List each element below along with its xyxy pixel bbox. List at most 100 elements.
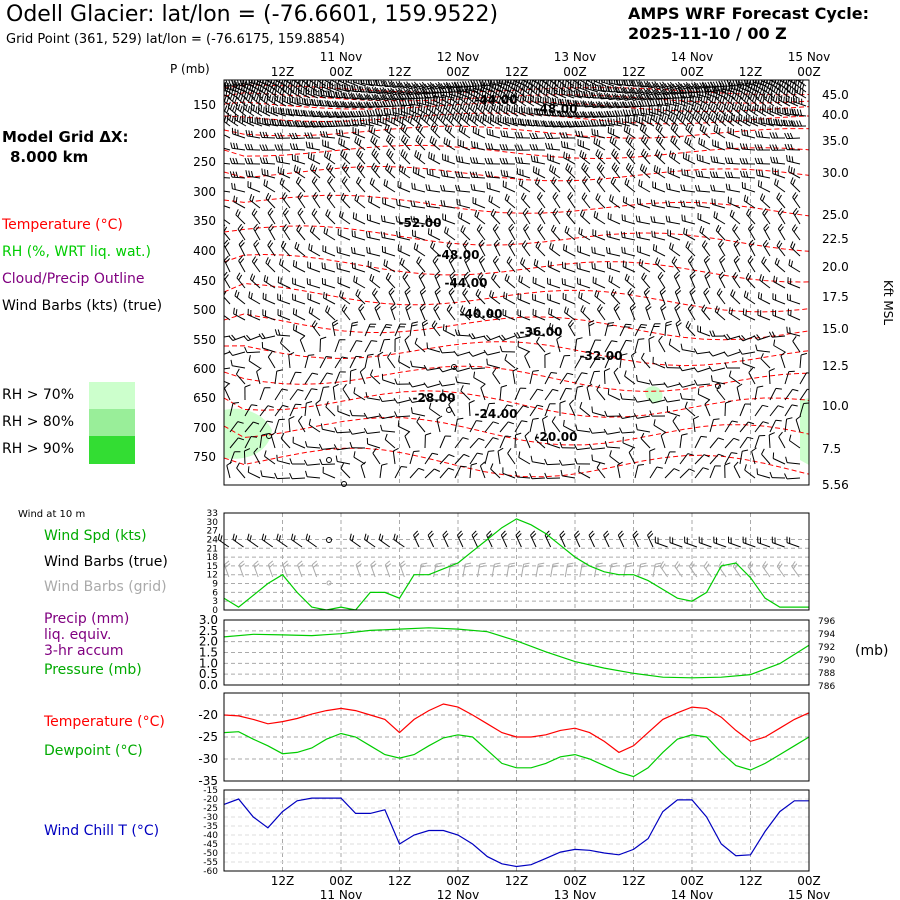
upper-wind-barb: [251, 91, 263, 107]
barb-feather: [648, 88, 653, 95]
barb-feather: [495, 105, 499, 112]
upper-wind-barb: [274, 329, 291, 337]
upper-wind-barb: [790, 177, 801, 193]
barb-shaft: [546, 137, 561, 140]
barb-feather: [707, 101, 712, 108]
upper-wind-barb: [667, 229, 681, 241]
barb-shaft: [641, 139, 651, 151]
barb-feather: [569, 99, 573, 106]
upper-wind-barb: [561, 278, 576, 289]
barb-feather: [233, 142, 236, 149]
barb-feather: [473, 306, 477, 313]
upper-wind-barb: [296, 224, 306, 241]
barb-feather: [433, 322, 438, 329]
barb-feather: [772, 132, 776, 139]
upper-wind-barb: [280, 240, 291, 257]
barb-shaft: [369, 121, 383, 127]
barb-feather: [689, 287, 695, 293]
upper-wind-barb: [244, 157, 261, 165]
upper-wind-barb: [440, 184, 456, 193]
barb-shaft: [457, 161, 471, 165]
barb-feather: [733, 93, 737, 100]
barb-feather: [405, 290, 411, 296]
barb-feather: [495, 242, 500, 248]
barb-feather: [268, 242, 274, 248]
upper-wind-barb: [412, 166, 426, 179]
barb-feather: [747, 274, 752, 281]
upper-wind-barb: [790, 120, 807, 127]
barb-shaft: [742, 187, 756, 193]
barb-shaft: [549, 247, 561, 257]
barb-feather: [492, 115, 495, 122]
barb-feather: [793, 89, 797, 96]
barb-feather: [390, 303, 396, 309]
upper-wind-barb: [590, 92, 606, 99]
barb-feather: [476, 211, 480, 218]
barb-feather: [342, 194, 347, 201]
barb-feather: [372, 137, 376, 144]
barb-feather: [659, 88, 664, 94]
barb-shaft: [746, 213, 756, 225]
barb-shaft: [670, 128, 681, 139]
upper-wind-barb: [397, 180, 411, 193]
barb-feather: [598, 110, 603, 117]
barb-feather: [550, 309, 553, 316]
barb-feather: [425, 107, 428, 114]
upper-wind-barb: [224, 239, 231, 257]
upper-wind-barb: [503, 291, 516, 305]
barb-feather: [279, 258, 282, 265]
upper-wind-barb: [499, 157, 516, 165]
barb-shaft: [626, 153, 636, 165]
barb-feather: [514, 144, 518, 151]
barb-feather: [508, 210, 513, 217]
barb-feather: [280, 277, 282, 284]
barb-feather: [730, 112, 733, 119]
upper-wind-barb: [385, 272, 396, 289]
barb-feather: [794, 108, 797, 115]
barb-feather: [446, 113, 450, 120]
barb-feather: [450, 274, 456, 280]
barb-feather: [221, 157, 223, 163]
upper-wind-barb: [682, 152, 696, 165]
legend-rh90-label: RH > 90%: [2, 441, 75, 457]
barb-shaft: [732, 229, 741, 241]
barb-feather: [237, 86, 240, 93]
barb-feather: [676, 104, 680, 111]
barb-feather: [591, 128, 593, 135]
barb-feather: [520, 132, 524, 139]
upper-wind-barb: [532, 293, 546, 305]
upper-wind-barb: [785, 94, 799, 107]
barb-feather: [770, 93, 773, 100]
barb-feather: [698, 107, 701, 114]
barb-feather: [571, 110, 576, 117]
barb-feather: [532, 144, 536, 151]
barb-feather: [268, 223, 273, 230]
barb-shaft: [279, 183, 291, 193]
upper-wind-barb: [577, 139, 591, 151]
barb-feather: [471, 333, 476, 339]
barb-shaft: [452, 116, 463, 127]
barb-feather: [435, 82, 440, 89]
barb-shaft: [505, 121, 519, 127]
barb-shaft: [265, 110, 279, 117]
barb-feather: [644, 152, 649, 159]
barb-shaft: [374, 307, 381, 321]
upper-wind-barb: [577, 277, 591, 289]
barb-feather: [608, 322, 615, 324]
upper-wind-barb: [621, 86, 639, 94]
barb-shaft: [633, 91, 647, 95]
upper-wind-barb: [434, 271, 441, 289]
barb-feather: [759, 106, 762, 113]
barb-feather: [568, 121, 573, 128]
barb-feather: [496, 95, 499, 102]
barb-shaft: [685, 128, 696, 139]
barb-feather: [571, 89, 573, 96]
upper-wind-barb: [534, 177, 546, 193]
upper-wind-barb: [636, 197, 651, 209]
barb-feather: [595, 149, 599, 156]
barb-feather: [297, 86, 300, 93]
barb-shaft: [467, 97, 479, 107]
barb-shaft: [732, 277, 741, 289]
barb-feather: [279, 132, 284, 139]
upper-wind-barb: [549, 242, 561, 257]
